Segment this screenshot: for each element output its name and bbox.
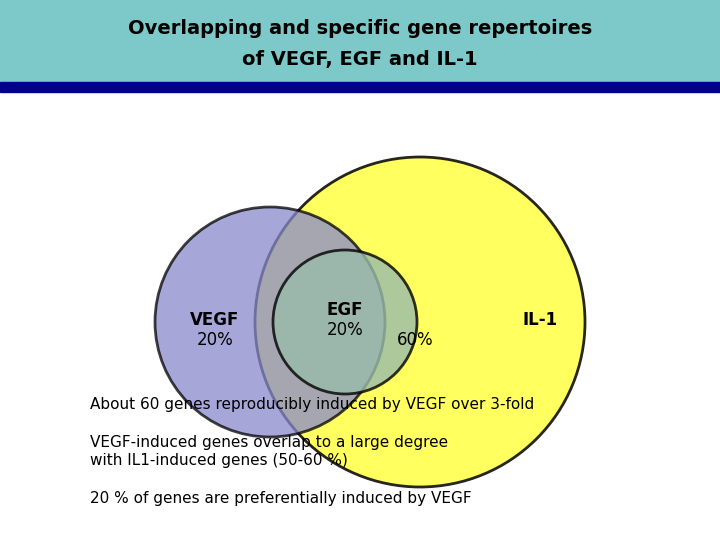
Text: VEGF: VEGF <box>190 311 240 329</box>
Bar <box>0 0 720 82</box>
Text: 20 % of genes are preferentially induced by VEGF: 20 % of genes are preferentially induced… <box>90 491 472 507</box>
Text: of VEGF, EGF and IL-1: of VEGF, EGF and IL-1 <box>242 51 478 70</box>
Text: with IL1-induced genes (50-60 %): with IL1-induced genes (50-60 %) <box>90 454 348 469</box>
Text: EGF: EGF <box>327 301 364 319</box>
Text: About 60 genes reproducibly induced by VEGF over 3-fold: About 60 genes reproducibly induced by V… <box>90 397 534 413</box>
Text: 60%: 60% <box>397 331 433 349</box>
Circle shape <box>155 207 385 437</box>
Bar <box>0 82 720 92</box>
Text: VEGF-induced genes overlap to a large degree: VEGF-induced genes overlap to a large de… <box>90 435 448 450</box>
Text: Overlapping and specific gene repertoires: Overlapping and specific gene repertoire… <box>128 18 592 37</box>
Circle shape <box>255 157 585 487</box>
Text: 20%: 20% <box>197 331 233 349</box>
Text: IL-1: IL-1 <box>523 311 557 329</box>
Circle shape <box>273 250 417 394</box>
Text: 20%: 20% <box>327 321 364 339</box>
